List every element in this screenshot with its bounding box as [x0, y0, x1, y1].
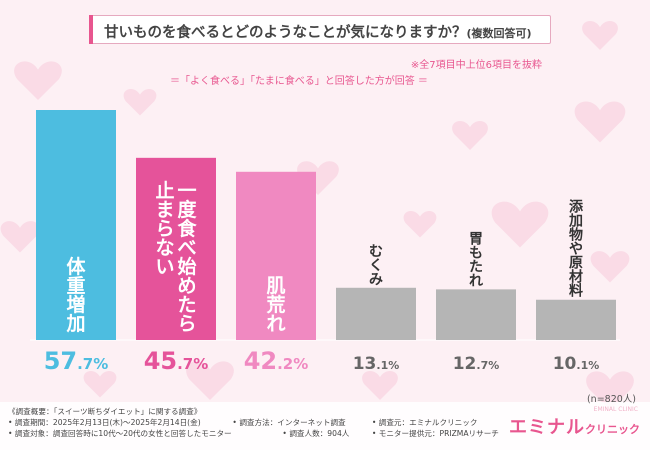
survey-method: • 調査方法：インターネット調査	[232, 418, 346, 427]
survey-footer: 《調査概要：「スイーツ断ちダイエット」に関する調査》 • 調査期間：2025年2…	[8, 406, 499, 439]
title-suffix: (複数回答可)	[466, 27, 532, 40]
bar-4	[336, 287, 416, 340]
category-label-2-2: 止まらない	[155, 180, 174, 278]
survey-count: • 調査人数：904人	[282, 429, 350, 438]
monitor-provider: • モニター提供元：PRIZMAリサーチ	[371, 429, 499, 438]
category-label-5: 胃もたれ	[469, 231, 483, 289]
category-label-1: 体重増加	[65, 255, 86, 335]
value-label-6: 10.1%	[553, 354, 600, 374]
category-label-2-1: 一度食べ始めたら	[177, 180, 197, 335]
value-label-5: 12.7%	[453, 354, 500, 374]
bar-3	[236, 171, 316, 340]
survey-target: • 調査対象：調査回答時に10代～20代の女性と回答したモニター	[8, 429, 232, 438]
value-label-4: 13.1%	[353, 354, 400, 374]
bar-6	[536, 299, 616, 340]
value-label-3: 42.2%	[244, 347, 309, 375]
value-label-1: 57.7%	[44, 347, 109, 375]
category-label-3: 肌荒れ	[266, 275, 285, 335]
logo-main: エミナル	[509, 417, 585, 438]
logo-sub: クリニック	[585, 423, 640, 436]
respondent-note: ＝「よく食べる」「たまに食べる」と回答した方が回答 ＝	[170, 76, 428, 87]
bar-2	[136, 157, 216, 340]
survey-organizer: • 調査元：エミナルクリニック	[371, 418, 478, 427]
chart-title: 甘いものを食べるとどのようなことが気になりますか？(複数回答可)	[104, 25, 532, 41]
title-box: 甘いものを食べるとどのようなことが気になりますか？(複数回答可)	[89, 15, 551, 44]
category-label-6: 添加物や原材料	[568, 199, 584, 300]
title-accent	[89, 15, 93, 44]
logo-tiny-text: EMINAL CLINIC	[593, 406, 638, 413]
survey-period: • 調査期間：2025年2月13日(木)～2025年2月14日(金)	[8, 418, 201, 427]
category-label-4: むくみ	[369, 244, 383, 288]
clinic-logo: EMINAL CLINIC エミナルクリニック	[509, 406, 640, 439]
footer-heading: 《調査概要：「スイーツ断ちダイエット」に関する調査》	[8, 407, 202, 416]
bar-1	[36, 110, 116, 340]
sample-size: (n=820人)	[586, 394, 636, 405]
value-label-2: 45.7%	[144, 347, 209, 375]
excerpt-note: ※全7項目中上位6項目を抜粋	[410, 60, 542, 71]
bar-5	[436, 289, 516, 340]
